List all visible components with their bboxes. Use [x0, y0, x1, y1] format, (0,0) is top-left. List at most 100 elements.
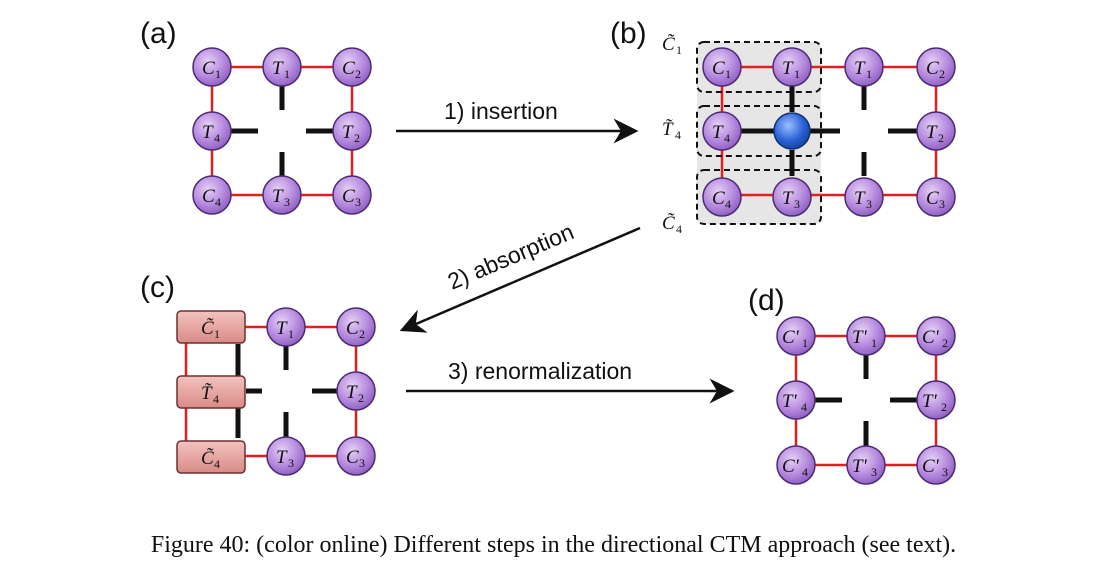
panel-c-box-c1-tilde: C̃ 1	[176, 310, 246, 344]
panel-b-node-t2: T 2	[916, 111, 956, 151]
svg-text:T: T	[346, 382, 358, 403]
panel-a-label: (a)	[140, 17, 177, 50]
svg-text:3: 3	[284, 195, 290, 209]
svg-text:C: C	[342, 186, 355, 207]
svg-text:4: 4	[676, 222, 682, 236]
svg-text:C: C	[346, 447, 359, 468]
svg-text:T: T	[202, 122, 214, 143]
svg-text:2: 2	[354, 131, 360, 145]
panel-a-node-c2: C 2	[332, 47, 372, 87]
svg-text:C̃: C̃	[662, 213, 675, 234]
svg-text:1: 1	[794, 67, 800, 81]
panel-a-node-c1: C 1	[192, 47, 232, 87]
svg-text:1: 1	[866, 67, 872, 81]
panel-a-node-t1: T 1	[262, 47, 302, 87]
svg-text:T': T'	[922, 391, 938, 412]
svg-text:C̃: C̃	[201, 318, 214, 339]
svg-text:1: 1	[676, 43, 682, 57]
insertion-label: 1) insertion	[444, 98, 558, 124]
panel-d-node-c4-prime: C' 4	[776, 445, 816, 485]
svg-text:4: 4	[725, 197, 731, 211]
panel-a-black-bonds	[230, 85, 334, 177]
panel-c-box-t4-tilde: T̃ 4	[176, 375, 246, 409]
panel-d-node-c2-prime: C' 2	[916, 316, 956, 356]
svg-text:T': T'	[852, 456, 868, 477]
svg-text:2: 2	[942, 336, 948, 350]
svg-text:4: 4	[215, 195, 221, 209]
step-renormalization: 3) renormalization	[406, 358, 735, 404]
panel-b-node-t3-left: T 3	[772, 177, 812, 217]
svg-text:T: T	[276, 318, 288, 339]
svg-text:T: T	[854, 188, 866, 209]
panel-a: (a) C 1 T 1 C 2	[140, 17, 372, 215]
svg-text:1: 1	[288, 327, 294, 341]
ctm-figure: (a) C 1 T 1 C 2	[140, 17, 956, 485]
svg-text:T: T	[342, 122, 354, 143]
figure-caption: Figure 40: (color online) Different step…	[150, 532, 957, 558]
svg-text:T: T	[272, 186, 284, 207]
svg-text:C: C	[926, 188, 939, 209]
side-label-c1-tilde: C̃ 1	[662, 34, 682, 57]
panel-d-node-t2-prime: T' 2	[916, 380, 956, 420]
svg-text:3: 3	[871, 465, 877, 479]
svg-text:T': T'	[852, 327, 868, 348]
svg-text:3: 3	[794, 197, 800, 211]
panel-c: (c) C̃ 1 T̃ 4 C̃ 4	[140, 271, 376, 476]
svg-text:C̃: C̃	[662, 34, 675, 55]
svg-text:T: T	[712, 122, 724, 143]
svg-text:4: 4	[214, 457, 220, 471]
panel-a-node-c3: C 3	[332, 175, 372, 215]
svg-text:2: 2	[938, 131, 944, 145]
svg-text:2: 2	[358, 391, 364, 405]
svg-text:1: 1	[214, 327, 220, 341]
panel-b-node-c4: C 4	[702, 177, 742, 217]
group-c1-tilde	[696, 41, 822, 93]
svg-text:C': C'	[782, 456, 800, 477]
svg-text:4: 4	[724, 131, 730, 145]
side-label-c4-tilde: C̃ 4	[662, 213, 682, 236]
svg-text:1: 1	[215, 67, 221, 81]
svg-text:C: C	[712, 188, 725, 209]
panel-c-node-t2: T 2	[336, 371, 376, 411]
svg-text:2: 2	[355, 67, 361, 81]
panel-c-node-c3: C 3	[336, 436, 376, 476]
svg-text:2: 2	[941, 400, 947, 414]
svg-text:T̃: T̃	[201, 383, 213, 404]
svg-text:T: T	[272, 58, 284, 79]
side-label-t4-tilde: T̃ 4	[662, 119, 681, 142]
svg-text:3: 3	[942, 465, 948, 479]
panel-b-node-c3: C 3	[916, 177, 956, 217]
svg-text:2: 2	[359, 327, 365, 341]
panel-b-node-t4: T 4	[702, 111, 742, 151]
panel-d-node-t3-prime: T' 3	[846, 445, 886, 485]
svg-text:4: 4	[213, 392, 219, 406]
svg-text:C': C'	[782, 327, 800, 348]
svg-text:3: 3	[288, 456, 294, 470]
svg-text:T̃: T̃	[662, 119, 674, 140]
svg-text:3: 3	[939, 197, 945, 211]
step-absorption: 2) absorption	[399, 218, 641, 333]
panel-b-node-t3-right: T 3	[844, 177, 884, 217]
svg-text:1: 1	[725, 67, 731, 81]
svg-text:1: 1	[284, 67, 290, 81]
svg-text:T': T'	[782, 391, 798, 412]
svg-text:4: 4	[214, 131, 220, 145]
svg-text:3: 3	[355, 195, 361, 209]
panel-c-black-bonds	[235, 344, 338, 438]
panel-d-node-c3-prime: C' 3	[916, 445, 956, 485]
panel-c-node-t3: T 3	[266, 436, 306, 476]
svg-text:4: 4	[802, 465, 808, 479]
svg-text:C: C	[926, 58, 939, 79]
panel-b-node-c1: C 1	[702, 47, 742, 87]
svg-text:1: 1	[871, 336, 877, 350]
svg-text:C: C	[346, 318, 359, 339]
svg-text:C': C'	[922, 456, 940, 477]
panel-a-node-t3: T 3	[262, 175, 302, 215]
svg-text:1: 1	[802, 336, 808, 350]
panel-b-label: (b)	[610, 17, 647, 50]
panel-b-black-bonds	[740, 86, 918, 176]
svg-text:T: T	[926, 122, 938, 143]
svg-text:2: 2	[939, 67, 945, 81]
svg-text:C: C	[342, 58, 355, 79]
step-insertion: 1) insertion	[396, 98, 639, 144]
